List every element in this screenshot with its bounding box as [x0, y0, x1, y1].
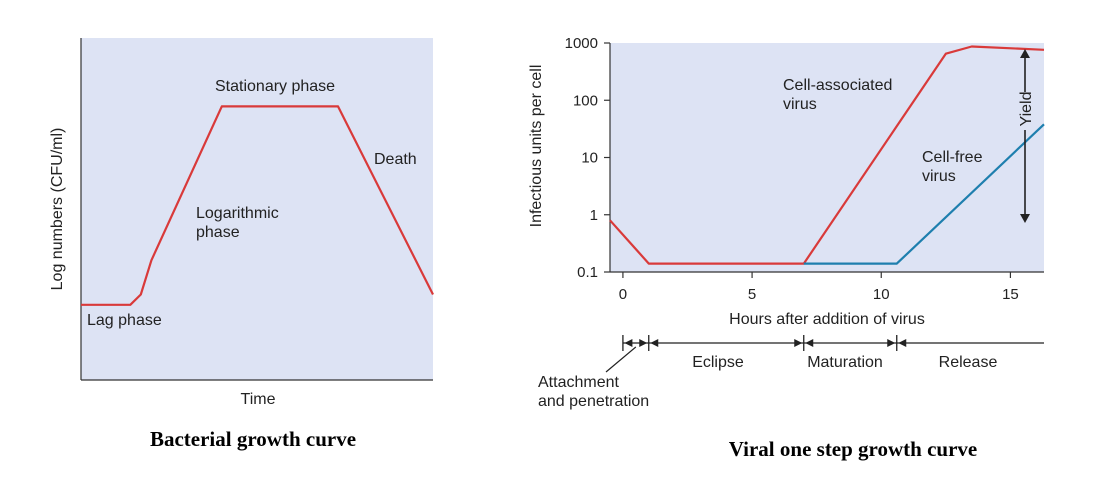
bacterial-y-axis-label: Log numbers (CFU/ml) [49, 128, 66, 291]
phase-arrowhead [794, 339, 803, 347]
phase-arrowhead [805, 339, 814, 347]
viral-x-ticks: 0 5 10 15 [619, 272, 1019, 303]
y-tick-label: 0.1 [577, 264, 598, 281]
bacterial-growth-line [81, 105, 434, 306]
y-tick-label: 1 [590, 207, 598, 224]
death-label: Death [374, 151, 417, 168]
x-tick-label: 5 [748, 286, 756, 303]
x-tick-label: 15 [1002, 286, 1019, 303]
phase-arrowhead [639, 339, 648, 347]
phase-arrowhead [624, 339, 633, 347]
cell-free-virus-line [803, 123, 1045, 265]
phase-arrowhead [650, 339, 659, 347]
logarithmic-label: Logarithmic [196, 205, 279, 222]
y-tick-label: 100 [573, 92, 598, 109]
bacterial-x-axis-label: Time [241, 391, 276, 408]
cell-associated-virus-line [609, 45, 1045, 265]
viral-chart-title: Viral one step growth curve [729, 437, 977, 461]
yield-arrow [1020, 49, 1030, 223]
bacterial-chart: Lag phase Logarithmic phase Stationary p… [49, 38, 434, 451]
attachment-leader-line [605, 346, 637, 373]
y-tick-label: 1000 [565, 35, 598, 52]
viral-x-axis-label: Hours after addition of virus [729, 311, 925, 328]
x-tick-label: 0 [619, 286, 627, 303]
yield-label: Yield [1018, 92, 1035, 127]
stationary-phase-label: Stationary phase [215, 78, 335, 95]
phase-label-release: Release [939, 354, 998, 371]
viral-chart: 0.1 1 10 100 1000 0 5 10 15 Cell-associated vir… [528, 35, 1045, 461]
cell-free-virus-word: virus [922, 168, 956, 185]
bacterial-chart-title: Bacterial growth curve [150, 427, 356, 451]
cell-associated-label: Cell-associated [783, 77, 892, 94]
cell-free-label: Cell-free [922, 149, 983, 166]
phase-label-eclipse: Eclipse [692, 354, 744, 371]
phase-label: phase [196, 224, 240, 241]
x-tick-label: 10 [873, 286, 890, 303]
phase-timeline [605, 335, 1044, 373]
phase-arrowhead [887, 339, 896, 347]
viral-y-axis-label: Infectious units per cell [528, 65, 545, 228]
y-tick-label: 10 [581, 150, 598, 167]
phase-label-and-penetration: and penetration [538, 393, 649, 410]
phase-label-maturation: Maturation [807, 354, 883, 371]
phase-arrowhead [898, 339, 907, 347]
lag-phase-label: Lag phase [87, 312, 162, 329]
bacterial-plot-area [81, 38, 433, 380]
viral-y-ticks: 0.1 1 10 100 1000 [565, 35, 610, 281]
phase-label-attachment: Attachment [538, 374, 619, 391]
cell-associated-virus-word: virus [783, 96, 817, 113]
viral-plot-area [610, 43, 1044, 272]
